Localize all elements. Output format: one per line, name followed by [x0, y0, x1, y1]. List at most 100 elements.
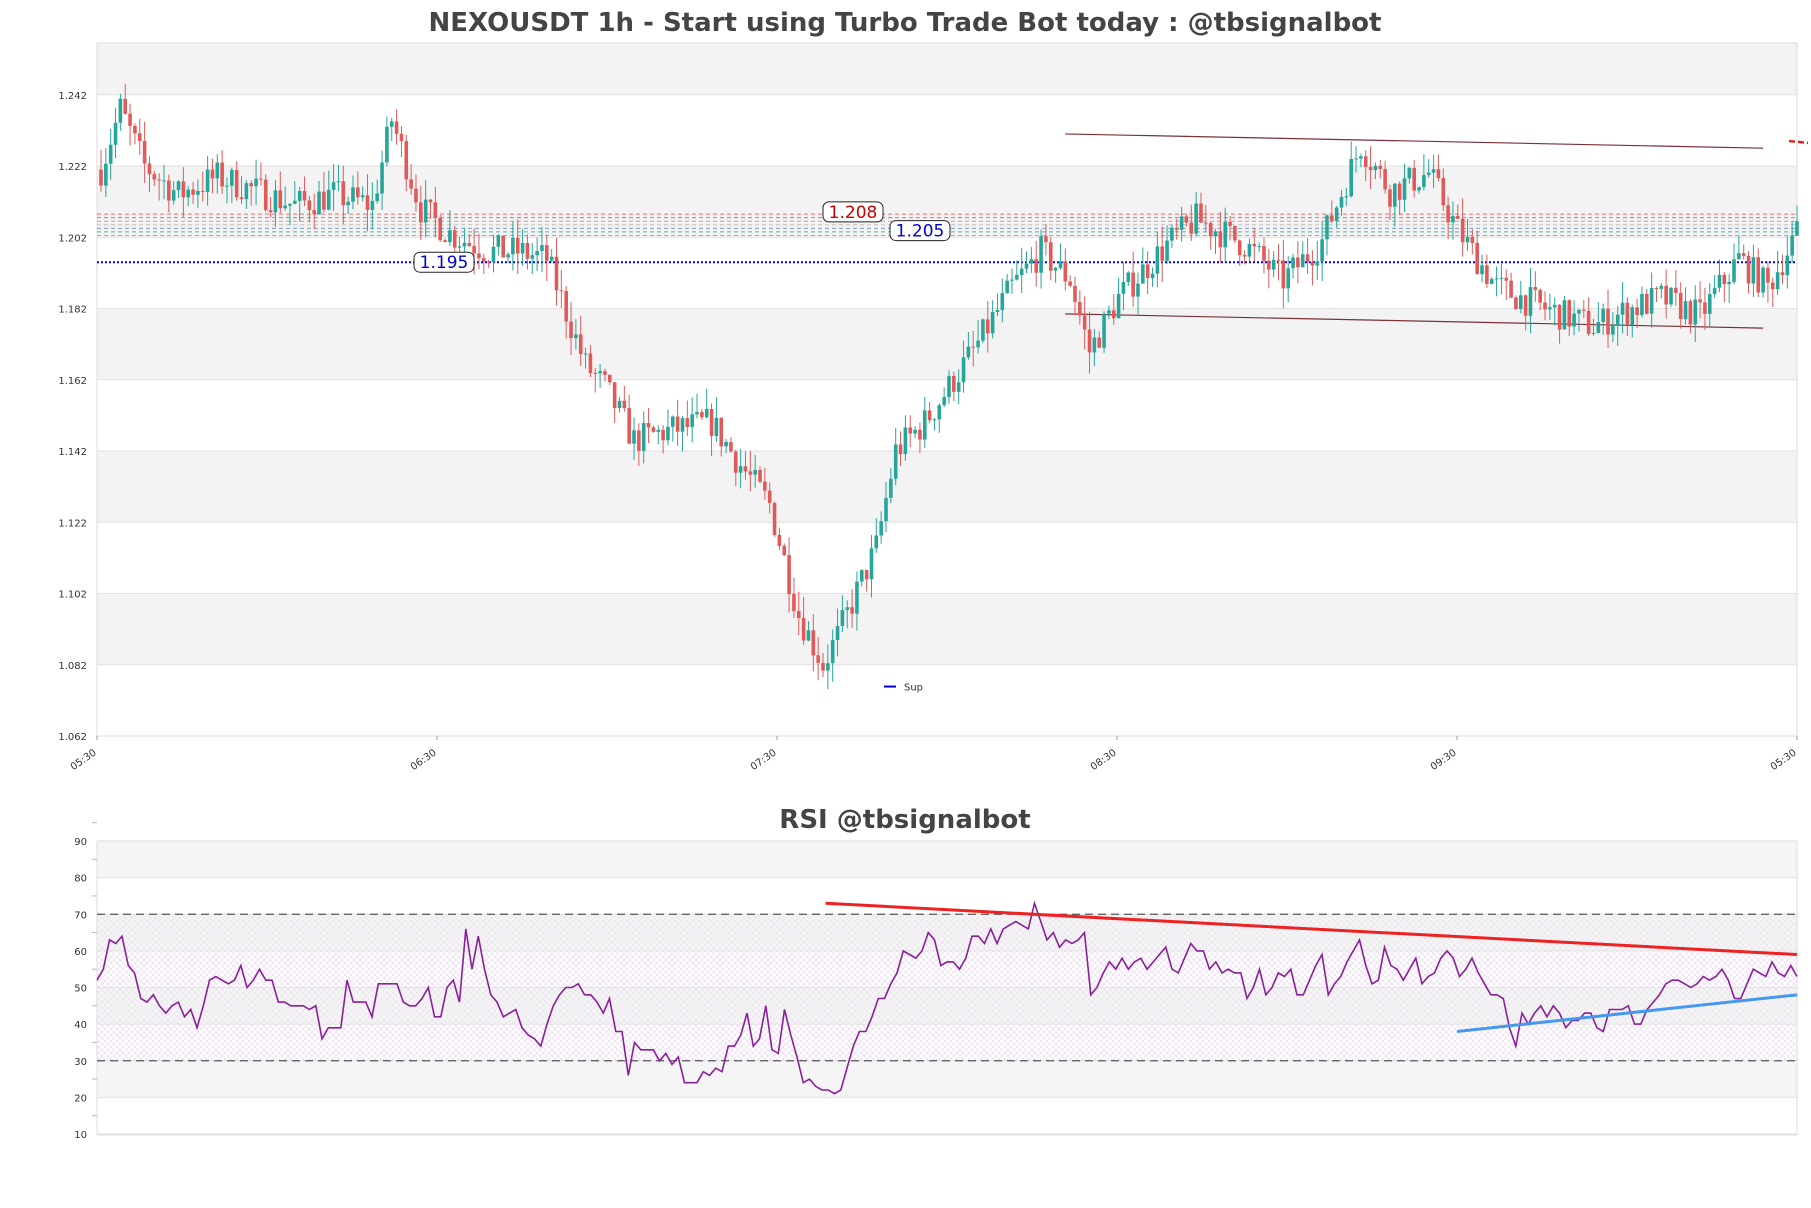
- candle-body: [1543, 302, 1547, 310]
- price-y-tick-label: 1.122: [58, 518, 87, 529]
- candle-body: [404, 141, 409, 180]
- candle-body: [515, 237, 520, 254]
- candle-body: [486, 261, 491, 263]
- candle-body: [1131, 272, 1135, 297]
- candle-body: [128, 113, 132, 126]
- candle-body: [1499, 277, 1504, 279]
- candle-body: [1596, 322, 1601, 334]
- price-y-axis: 1.062 1.082 1.102 1.122 1.142 1.162 1.182 1.202…: [58, 91, 87, 743]
- candle-body: [1078, 301, 1082, 316]
- candle-body: [1601, 308, 1605, 323]
- candle-body: [889, 478, 893, 498]
- candle-body: [646, 423, 651, 428]
- candle-body: [491, 246, 496, 263]
- candle-body: [603, 371, 607, 375]
- level-label-text: 1.205: [896, 222, 945, 242]
- candle-body: [1470, 236, 1475, 243]
- candle-body: [137, 133, 142, 142]
- rsi-trendline: [1456, 993, 1798, 1033]
- candle-body: [666, 426, 670, 441]
- candle-body: [196, 190, 200, 195]
- candle-body: [176, 181, 181, 191]
- candle-body: [1703, 302, 1707, 314]
- candle-body: [772, 503, 777, 535]
- candle-body: [171, 190, 176, 201]
- candle-body: [331, 182, 336, 190]
- rsi-y-axis: 10 20 30 40 50 60 70 80 90: [74, 822, 97, 1141]
- candle-body: [1053, 267, 1058, 271]
- price-band: [97, 43, 1797, 95]
- candle-body: [1208, 223, 1213, 237]
- candle-body: [1281, 260, 1286, 289]
- candle-body: [1155, 246, 1160, 274]
- candle-body: [1751, 257, 1756, 284]
- candle-body: [1746, 255, 1751, 284]
- candle-body: [147, 163, 152, 175]
- rsi-y-tick-label: 50: [74, 984, 87, 995]
- candle-body: [670, 416, 675, 427]
- price-y-tick-label: 1.062: [58, 732, 87, 743]
- candle-body: [205, 169, 210, 192]
- candle-body: [1063, 261, 1068, 282]
- candle-body: [254, 178, 258, 187]
- candle-body: [1644, 294, 1649, 314]
- candle-body: [220, 162, 224, 187]
- candle-body: [1577, 309, 1581, 314]
- candle-body: [1194, 203, 1198, 234]
- candle-body: [1412, 167, 1416, 191]
- candle-body: [1010, 279, 1014, 281]
- candle-body: [467, 242, 472, 246]
- candle-body: [748, 471, 753, 475]
- candle-body: [104, 163, 108, 186]
- candle-body: [1247, 243, 1252, 257]
- candle-body: [506, 254, 510, 258]
- candle-body: [99, 169, 103, 186]
- candle-body: [1640, 294, 1644, 316]
- candle-body: [1223, 221, 1228, 248]
- candle-body: [520, 243, 525, 254]
- candle-body: [855, 581, 859, 614]
- candle-body: [1509, 280, 1513, 298]
- rsi-y-tick-label: 40: [74, 1020, 87, 1031]
- price-y-tick-label: 1.202: [58, 233, 87, 244]
- candle-body: [1446, 205, 1450, 223]
- candle-body: [472, 245, 476, 254]
- candle-body: [511, 237, 515, 255]
- candle-body: [675, 416, 680, 432]
- candle-body: [1635, 307, 1639, 316]
- candle-body: [234, 169, 239, 198]
- candle-body: [346, 201, 350, 206]
- candle-body: [651, 427, 656, 432]
- candle-body: [108, 144, 113, 164]
- candle-body: [1165, 240, 1169, 261]
- candle-body: [806, 630, 811, 641]
- candle-body: [152, 174, 157, 180]
- rsi-plot-frame: [96, 840, 1798, 1136]
- candle-body: [1237, 240, 1242, 256]
- candle-body: [113, 122, 118, 145]
- candle-body: [482, 258, 486, 262]
- candle-body: [283, 205, 287, 209]
- candle-body: [1669, 287, 1673, 305]
- candle-body: [457, 246, 462, 248]
- candle-body: [1620, 302, 1625, 315]
- price-band: [97, 308, 1797, 380]
- rsi-series: [96, 900, 1798, 1095]
- candle-body: [1339, 196, 1344, 208]
- candle-body: [496, 235, 501, 247]
- candle-body: [1659, 285, 1664, 289]
- candle-body: [438, 217, 442, 241]
- candle-body: [966, 346, 971, 358]
- candle-body: [1145, 264, 1150, 279]
- candle-body: [1606, 308, 1610, 335]
- candle-body: [200, 190, 205, 192]
- candle-body: [1795, 221, 1799, 236]
- candle-body: [753, 470, 757, 475]
- candle-body: [1741, 253, 1746, 256]
- candle-body: [1300, 254, 1305, 268]
- candle-body: [1291, 257, 1295, 269]
- candle-body: [394, 121, 399, 134]
- price-x-tick-label: 08:30: [1089, 747, 1119, 773]
- candle-body: [1698, 299, 1702, 303]
